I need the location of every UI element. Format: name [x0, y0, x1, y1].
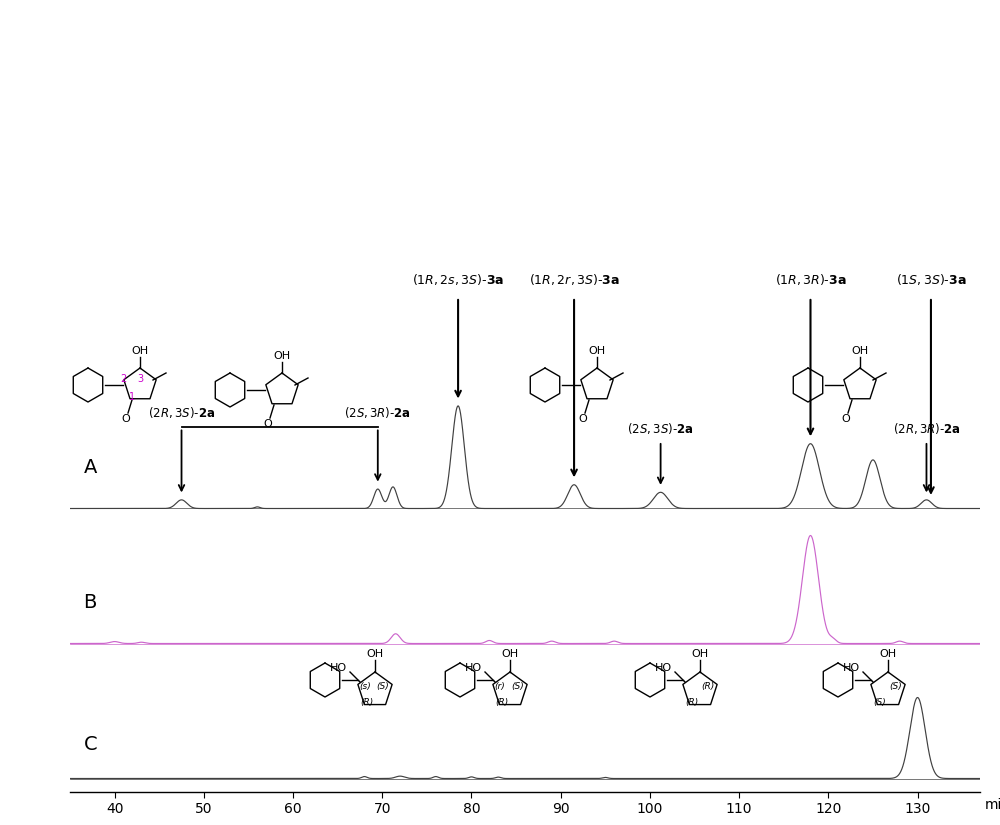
Text: 3: 3 [137, 374, 143, 384]
Text: (R): (R) [495, 697, 509, 706]
Text: $(2S,3R)$-$\mathbf{2a}$: $(2S,3R)$-$\mathbf{2a}$ [344, 405, 411, 420]
Text: (R): (R) [360, 697, 374, 706]
Text: (S): (S) [874, 697, 886, 706]
Text: 2: 2 [120, 374, 126, 384]
Text: (S): (S) [890, 681, 902, 691]
Text: OH: OH [588, 346, 606, 356]
Text: (s): (s) [359, 681, 371, 691]
Text: $(1R,3R)$-$\mathbf{3a}$: $(1R,3R)$-$\mathbf{3a}$ [775, 272, 846, 287]
Text: $(2R,3S)$-$\mathbf{2a}$: $(2R,3S)$-$\mathbf{2a}$ [148, 405, 215, 420]
Text: HO: HO [465, 663, 482, 673]
Text: (R): (R) [701, 681, 715, 691]
Text: $(2R,3R)$-$\mathbf{2a}$: $(2R,3R)$-$\mathbf{2a}$ [893, 421, 960, 436]
Text: C: C [83, 735, 97, 754]
Text: min: min [984, 799, 1000, 813]
Text: OH: OH [501, 649, 519, 659]
Text: HO: HO [655, 663, 672, 673]
Text: OH: OH [691, 649, 709, 659]
Text: HO: HO [843, 663, 860, 673]
Text: B: B [83, 593, 97, 612]
Text: OH: OH [273, 351, 291, 361]
Text: $(2S,3S)$-$\mathbf{2a}$: $(2S,3S)$-$\mathbf{2a}$ [627, 421, 694, 436]
Text: $(1R,2r,3S)$-$\mathbf{3a}$: $(1R,2r,3S)$-$\mathbf{3a}$ [529, 272, 620, 287]
Text: (R): (R) [685, 697, 699, 706]
Text: 1: 1 [129, 392, 135, 402]
Text: (S): (S) [377, 681, 389, 691]
Text: O: O [579, 414, 587, 424]
Text: OH: OH [879, 649, 897, 659]
Text: $(1S,3S)$-$\mathbf{3a}$: $(1S,3S)$-$\mathbf{3a}$ [896, 272, 966, 287]
Text: OH: OH [851, 346, 869, 356]
Text: (S): (S) [512, 681, 524, 691]
Text: A: A [83, 459, 97, 478]
Text: O: O [264, 419, 272, 429]
Text: O: O [122, 414, 130, 424]
Text: HO: HO [330, 663, 347, 673]
Text: OH: OH [131, 346, 149, 356]
Text: $(1R,2s,3S)$-$\mathbf{3a}$: $(1R,2s,3S)$-$\mathbf{3a}$ [412, 272, 504, 287]
Text: O: O [842, 414, 850, 424]
Text: OH: OH [366, 649, 384, 659]
Text: (r): (r) [495, 681, 505, 691]
